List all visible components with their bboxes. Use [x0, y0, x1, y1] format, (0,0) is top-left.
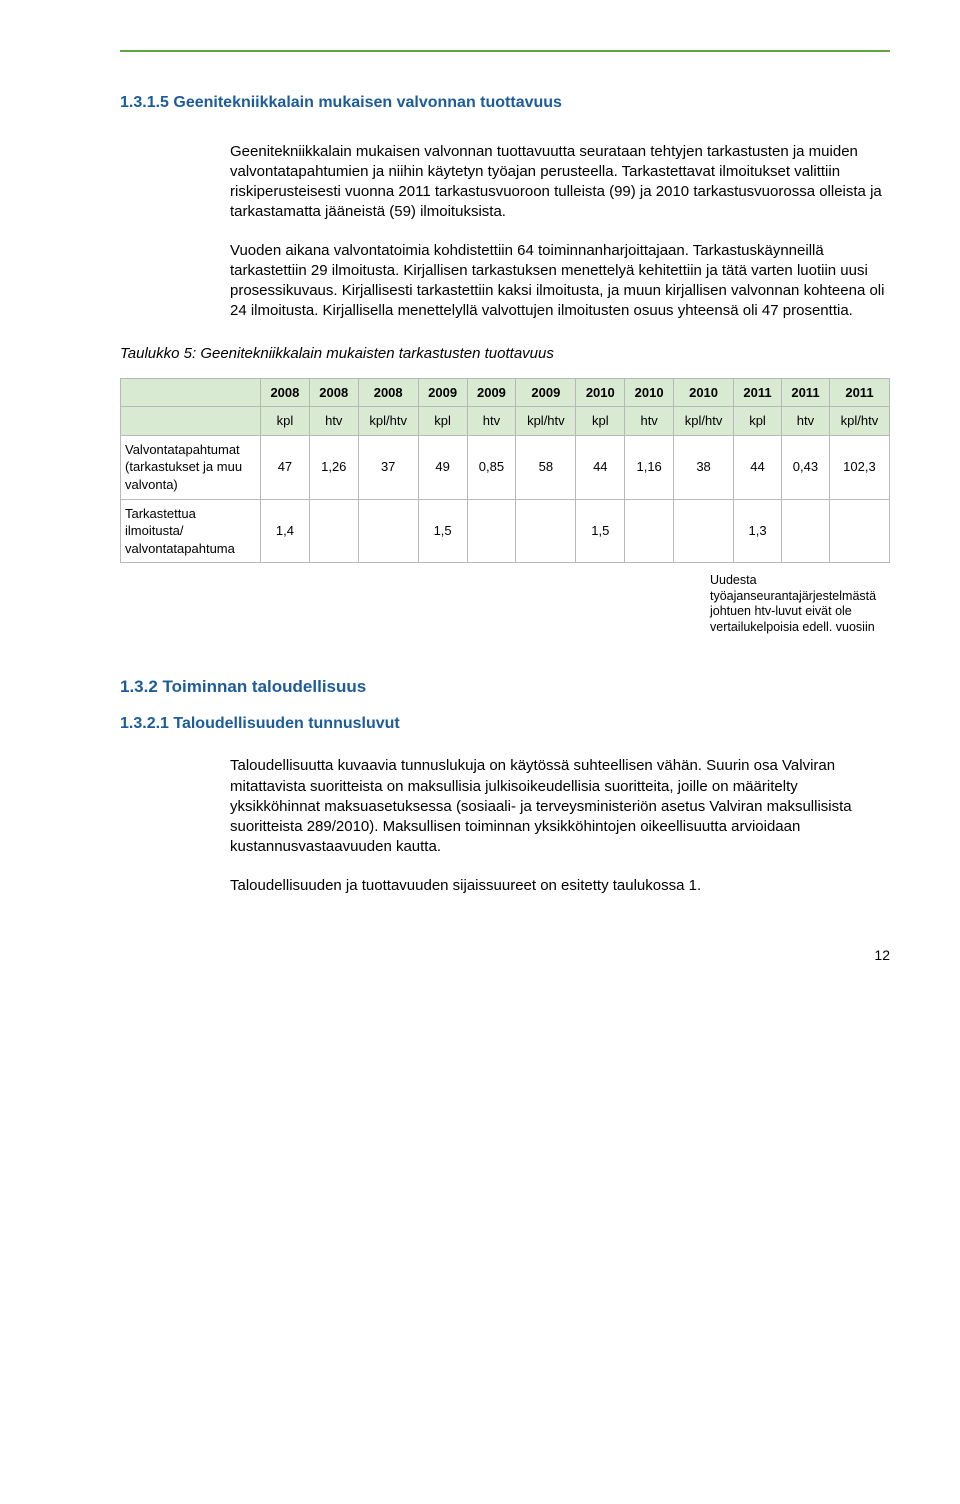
yr-cell: 2010 — [625, 378, 674, 407]
body-1315: Geenitekniikkalain mukaisen valvonnan tu… — [230, 142, 890, 322]
cell: 0,85 — [467, 435, 516, 499]
cell: 0,43 — [781, 435, 829, 499]
unit-cell: kpl/htv — [516, 407, 576, 436]
heading-1321: 1.3.2.1 Taloudellisuuden tunnusluvut — [120, 713, 890, 735]
cell: 44 — [576, 435, 625, 499]
cell: 1,5 — [418, 499, 467, 563]
table5-header-units: kpl htv kpl/htv kpl htv kpl/htv kpl htv … — [121, 407, 890, 436]
yr-cell: 2009 — [467, 378, 516, 407]
yr-cell: 2009 — [516, 378, 576, 407]
row2-label: Tarkastettua ilmoitusta/ valvontatapahtu… — [121, 499, 261, 563]
row1-label: Valvontatapahtumat (tarkastukset ja muu … — [121, 435, 261, 499]
para-1315-2: Vuoden aikana valvontatoimia kohdistetti… — [230, 241, 890, 322]
cell: 1,5 — [576, 499, 625, 563]
body-1321: Taloudellisuutta kuvaavia tunnuslukuja o… — [230, 756, 890, 896]
yr-cell: 2010 — [576, 378, 625, 407]
unit-cell: kpl — [261, 407, 310, 436]
cell: 1,16 — [625, 435, 674, 499]
para-1315-1: Geenitekniikkalain mukaisen valvonnan tu… — [230, 142, 890, 223]
top-rule — [120, 50, 890, 52]
cell — [309, 499, 358, 563]
cell: 44 — [734, 435, 782, 499]
cell: 1,3 — [734, 499, 782, 563]
unit-cell: htv — [309, 407, 358, 436]
cell: 47 — [261, 435, 310, 499]
unit-cell: htv — [625, 407, 674, 436]
unit-cell: kpl — [576, 407, 625, 436]
table5-corner2 — [121, 407, 261, 436]
cell: 58 — [516, 435, 576, 499]
page-number: 12 — [120, 946, 890, 965]
cell: 1,26 — [309, 435, 358, 499]
para-1321-1: Taloudellisuutta kuvaavia tunnuslukuja o… — [230, 756, 890, 857]
table5-row1: Valvontatapahtumat (tarkastukset ja muu … — [121, 435, 890, 499]
cell — [467, 499, 516, 563]
yr-cell: 2010 — [674, 378, 734, 407]
para-1321-2: Taloudellisuuden ja tuottavuuden sijaiss… — [230, 876, 890, 896]
unit-cell: htv — [781, 407, 829, 436]
table5: 2008 2008 2008 2009 2009 2009 2010 2010 … — [120, 378, 890, 563]
cell — [358, 499, 418, 563]
unit-cell: kpl/htv — [674, 407, 734, 436]
cell: 1,4 — [261, 499, 310, 563]
table5-corner — [121, 378, 261, 407]
heading-1315: 1.3.1.5 Geenitekniikkalain mukaisen valv… — [120, 92, 890, 114]
unit-cell: kpl/htv — [358, 407, 418, 436]
cell — [625, 499, 674, 563]
yr-cell: 2011 — [734, 378, 782, 407]
table5-footnote: Uudesta työajanseurantajärjestelmästä jo… — [710, 573, 890, 636]
unit-cell: kpl — [734, 407, 782, 436]
yr-cell: 2008 — [358, 378, 418, 407]
cell: 38 — [674, 435, 734, 499]
table5-header-years: 2008 2008 2008 2009 2009 2009 2010 2010 … — [121, 378, 890, 407]
cell — [829, 499, 889, 563]
cell — [781, 499, 829, 563]
cell — [674, 499, 734, 563]
table5-caption: Taulukko 5: Geenitekniikkalain mukaisten… — [120, 344, 890, 364]
yr-cell: 2011 — [781, 378, 829, 407]
yr-cell: 2009 — [418, 378, 467, 407]
unit-cell: kpl — [418, 407, 467, 436]
unit-cell: htv — [467, 407, 516, 436]
yr-cell: 2008 — [261, 378, 310, 407]
unit-cell: kpl/htv — [829, 407, 889, 436]
cell: 102,3 — [829, 435, 889, 499]
heading-132: 1.3.2 Toiminnan taloudellisuus — [120, 676, 890, 699]
table5-row2: Tarkastettua ilmoitusta/ valvontatapahtu… — [121, 499, 890, 563]
cell: 37 — [358, 435, 418, 499]
yr-cell: 2011 — [829, 378, 889, 407]
yr-cell: 2008 — [309, 378, 358, 407]
cell — [516, 499, 576, 563]
cell: 49 — [418, 435, 467, 499]
